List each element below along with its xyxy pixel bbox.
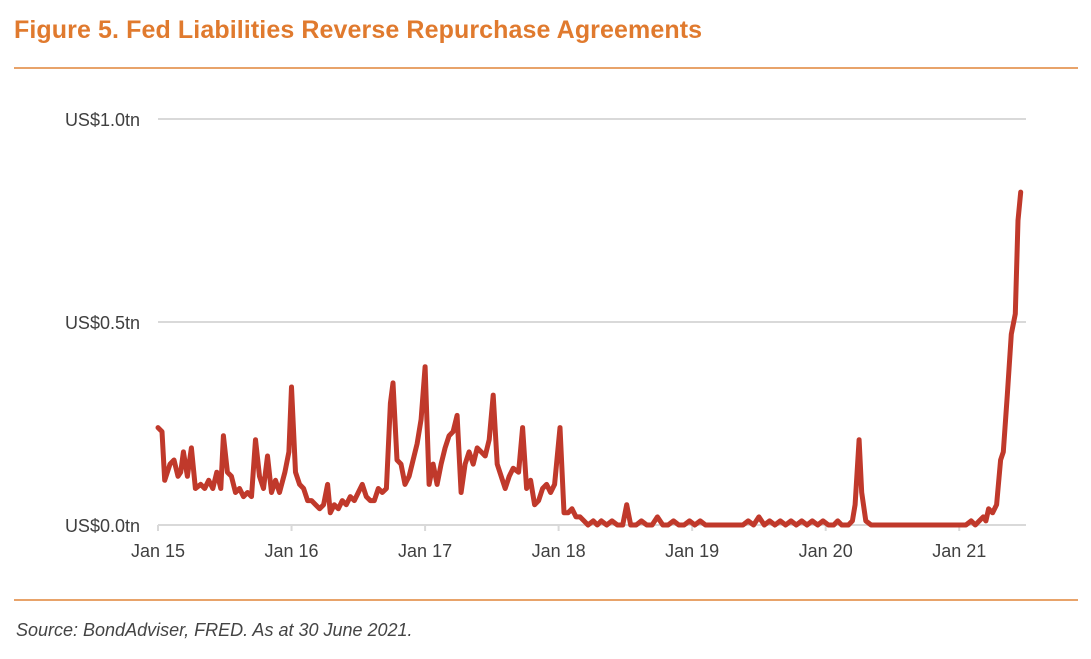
x-tick-label: Jan 21 [932, 541, 986, 561]
source-note: Source: BondAdviser, FRED. As at 30 June… [16, 620, 413, 640]
chart-title: Figure 5. Fed Liabilities Reverse Repurc… [14, 16, 703, 44]
y-axis-labels: US$0.0tn US$0.5tn US$1.0tn [65, 110, 140, 536]
footer-divider [14, 599, 1078, 601]
series-layer [155, 189, 1024, 528]
y-tick-label: US$0.0tn [65, 516, 140, 536]
line-chart: Jan 15 Jan 16 Jan 17 Jan 18 Jan 19 Jan 20 Jan … [65, 110, 1026, 561]
y-tick-label: US$0.5tn [65, 313, 140, 333]
x-tick-label: Jan 15 [131, 541, 185, 561]
x-tick-label: Jan 20 [799, 541, 853, 561]
title-divider [14, 67, 1078, 69]
x-tick-label: Jan 17 [398, 541, 452, 561]
x-tick-label: Jan 18 [532, 541, 586, 561]
y-tick-label: US$1.0tn [65, 110, 140, 130]
x-tick-label: Jan 19 [665, 541, 719, 561]
x-axis: Jan 15 Jan 16 Jan 17 Jan 18 Jan 19 Jan 20 Jan … [131, 525, 986, 561]
x-tick-label: Jan 16 [265, 541, 319, 561]
series-line-0 [155, 189, 1024, 528]
